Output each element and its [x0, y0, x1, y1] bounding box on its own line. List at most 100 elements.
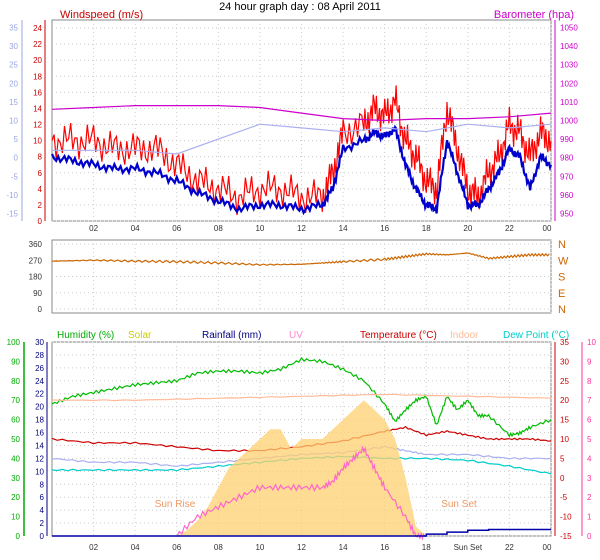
humidity-tick: 30: [11, 474, 20, 483]
temperature-tick: 15: [560, 416, 569, 425]
bottom-time-tick: 14: [339, 543, 348, 552]
rain-tick: 16: [35, 429, 44, 438]
degree-tick: 180: [29, 273, 43, 282]
windspeed-tick: 14: [33, 104, 42, 113]
barometer-tick: 1050: [560, 23, 578, 32]
top-time-tick: 02: [89, 224, 98, 233]
bottom-time-axis: 02 04 06 08 10 12 14 16 18 Sun Set 22 00: [89, 543, 552, 552]
wind-alt-tick: -15: [6, 210, 18, 219]
humidity-tick: 20: [11, 493, 20, 502]
compass-tick: S: [558, 272, 565, 284]
top-time-tick: 10: [255, 224, 264, 233]
legend-item: Solar: [128, 330, 152, 341]
barometer-tick: 1010: [560, 98, 578, 107]
top-time-tick: 14: [339, 224, 348, 233]
rain-tick: 6: [40, 493, 45, 502]
wind-alt-tick: 15: [9, 98, 18, 107]
windspeed-tick: 6: [38, 169, 43, 178]
bottom-time-tick: 12: [297, 543, 306, 552]
rain-tick: 22: [35, 390, 44, 399]
windspeed-tick: 2: [38, 201, 43, 210]
legend-item: Rainfall (mm): [202, 330, 261, 341]
wind-direction-line: [51, 252, 550, 267]
temperature-tick: -15: [560, 532, 572, 541]
top-time-tick: 16: [380, 224, 389, 233]
top-series-line: [51, 85, 552, 216]
humidity-tick: 40: [11, 454, 20, 463]
top-time-tick: 22: [505, 224, 514, 233]
rain-tick: 4: [40, 506, 45, 515]
uv-tick: 1: [587, 513, 592, 522]
uv-tick: 6: [587, 416, 592, 425]
temperature-tick: 35: [560, 338, 569, 347]
humidity-tick: 80: [11, 377, 20, 386]
rain-tick: 10: [35, 467, 44, 476]
wind-alt-tick: 25: [9, 61, 18, 70]
uv-tick: 5: [587, 435, 592, 444]
windspeed-tick: 4: [38, 185, 43, 194]
top-time-tick: 06: [172, 224, 181, 233]
compass-tick: N: [558, 239, 566, 251]
climate-series-line: [51, 356, 552, 438]
top-time-tick: 08: [214, 224, 223, 233]
climate-series: [51, 356, 552, 541]
humidity-tick: 100: [7, 338, 21, 347]
wind-alt-tick: 20: [9, 79, 18, 88]
windspeed-tick: 10: [33, 137, 42, 146]
rain-tick: 2: [40, 519, 45, 528]
uv-tick: 8: [587, 377, 592, 386]
uv-tick: 4: [587, 454, 592, 463]
rain-tick: 26: [35, 364, 44, 373]
temperature-tick: 10: [560, 435, 569, 444]
bottom-time-tick: 04: [131, 543, 140, 552]
wind-alt-tick: 0: [14, 154, 19, 163]
climate-series-line: [51, 393, 552, 402]
windspeed-tick: 8: [38, 153, 43, 162]
wind-alt-tick: 30: [9, 42, 18, 51]
top-time-tick: 12: [297, 224, 306, 233]
barometer-tick: 980: [560, 154, 574, 163]
legend-item: Dew Point (°C): [503, 330, 569, 341]
windspeed-tick: 22: [33, 40, 42, 49]
barometer-axis-label: Barometer (hpa): [494, 9, 574, 21]
temperature-tick: -5: [560, 493, 568, 502]
barometer-tick: 970: [560, 172, 574, 181]
legend-item: Temperature (°C): [360, 330, 437, 341]
wind-alt-axis: 35 30 25 20 15 10 5 0 -5 -10 -15: [6, 20, 23, 221]
direction-grid: [52, 240, 552, 313]
top-series: [51, 85, 553, 216]
humidity-tick: 90: [11, 357, 20, 366]
uv-tick: 2: [587, 493, 592, 502]
top-series-line: [51, 105, 552, 122]
uv-tick: 9: [587, 357, 592, 366]
barometer-tick: 1020: [560, 79, 578, 88]
barometer-tick: 1040: [560, 42, 578, 51]
rainfall-line: [52, 528, 551, 537]
bottom-time-tick: Sun Set: [454, 543, 483, 552]
bottom-time-tick: 16: [380, 543, 389, 552]
windspeed-tick: 0: [38, 217, 43, 226]
top-time-tick: 20: [463, 224, 472, 233]
humidity-tick: 10: [11, 513, 20, 522]
humidity-tick: 70: [11, 396, 20, 405]
temperature-tick: 30: [560, 357, 569, 366]
windspeed-tick: 16: [33, 88, 42, 97]
degree-tick: 90: [33, 289, 42, 298]
direction-degree-axis: 360 270 180 90 0: [29, 240, 43, 314]
rain-tick: 20: [35, 403, 44, 412]
wind-alt-tick: 35: [9, 23, 18, 32]
wind-alt-tick: -5: [11, 172, 19, 181]
barometer-tick: 1000: [560, 117, 578, 126]
temperature-tick: 0: [560, 474, 565, 483]
barometer-tick: 990: [560, 135, 574, 144]
top-time-axis: 02 04 06 08 10 12 14 16 18 20 22 00: [89, 224, 552, 233]
humidity-tick: 60: [11, 416, 20, 425]
sun-rise-label: Sun Rise: [155, 499, 196, 510]
legend-item: UV: [289, 330, 303, 341]
barometer-tick: 950: [560, 210, 574, 219]
temperature-tick: -10: [560, 513, 572, 522]
legend-item: Humidity (%): [57, 330, 114, 341]
bottom-time-tick: 08: [214, 543, 223, 552]
rain-tick: 18: [35, 416, 44, 425]
